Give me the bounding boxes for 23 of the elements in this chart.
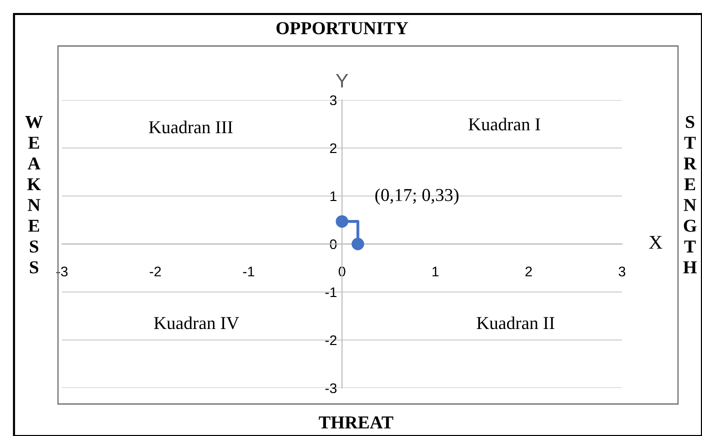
y-tick-label: 1 bbox=[330, 191, 336, 202]
annotation: (0,17; 0,33) bbox=[375, 188, 458, 205]
annotation: Kuadran I bbox=[468, 118, 540, 130]
x-tick-label: 1 bbox=[432, 266, 439, 276]
x-axis-title: X bbox=[649, 236, 662, 249]
y-tick-label: -2 bbox=[325, 335, 336, 346]
annotation: Kuadran II bbox=[476, 316, 554, 330]
x-tick-label: -3 bbox=[56, 266, 68, 276]
y-axis-title: Y bbox=[336, 74, 348, 88]
y-tick-label: -1 bbox=[325, 287, 336, 298]
y-tick-label: 3 bbox=[330, 95, 337, 106]
x-tick-label: -2 bbox=[150, 266, 161, 276]
text: WEAKNESS bbox=[25, 116, 43, 274]
x-tick-label: -1 bbox=[243, 266, 254, 276]
y-tick-label: -3 bbox=[325, 383, 337, 394]
annotation: Kuadran IV bbox=[154, 316, 240, 330]
x-tick-label: 2 bbox=[526, 266, 532, 276]
y-tick-label: 2 bbox=[330, 143, 336, 154]
annotation: Kuadran III bbox=[148, 120, 233, 134]
text: STRENGTH bbox=[683, 116, 697, 274]
text: THREAT bbox=[318, 416, 394, 428]
chart-title: OPPORTUNITY bbox=[276, 22, 408, 34]
x-tick-label: 3 bbox=[618, 266, 626, 276]
